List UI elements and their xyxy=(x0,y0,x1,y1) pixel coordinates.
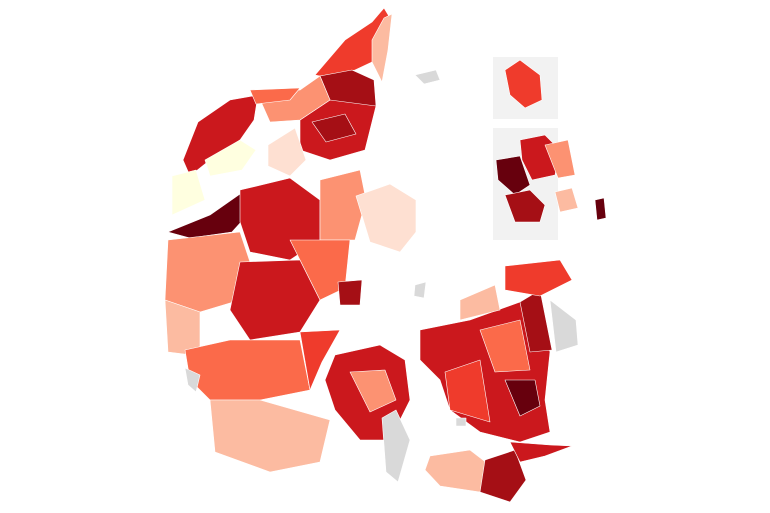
municipality-region xyxy=(184,339,311,401)
municipality-region xyxy=(371,13,393,83)
municipality-region xyxy=(299,329,341,391)
municipality-region xyxy=(594,197,607,221)
municipality-region xyxy=(554,187,579,213)
municipality-region xyxy=(504,59,543,109)
municipality-region xyxy=(267,127,307,177)
municipality-region xyxy=(444,359,491,423)
municipality-regions xyxy=(164,7,607,503)
no-data-area xyxy=(549,299,579,353)
municipality-region xyxy=(337,279,363,306)
municipality-region xyxy=(349,369,397,413)
municipality-region xyxy=(509,441,573,463)
municipality-region xyxy=(249,87,301,105)
municipality-region xyxy=(204,139,257,177)
no-data-area xyxy=(381,409,411,483)
no-data-area xyxy=(455,417,467,427)
municipality-region xyxy=(209,399,331,473)
municipality-region xyxy=(311,113,357,143)
municipality-region xyxy=(319,169,367,241)
municipality-region xyxy=(459,284,501,321)
municipality-region xyxy=(171,169,206,216)
no-data-area xyxy=(413,281,427,299)
municipality-region xyxy=(544,139,576,179)
municipality-region xyxy=(182,94,259,177)
municipality-region xyxy=(355,183,417,253)
municipality-region xyxy=(504,379,541,417)
no-data-area xyxy=(414,69,441,85)
municipality-region xyxy=(504,189,546,223)
municipality-region xyxy=(479,319,531,373)
municipality-region xyxy=(504,259,573,297)
municipality-region xyxy=(479,449,527,503)
no-data-area xyxy=(184,367,201,393)
municipality-region xyxy=(257,75,331,123)
municipality-region xyxy=(495,155,531,196)
